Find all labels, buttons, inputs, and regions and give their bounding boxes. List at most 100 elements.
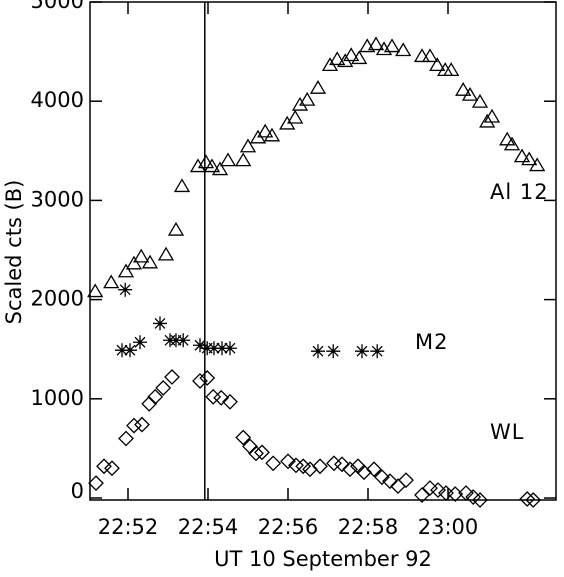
data-point: [503, 136, 521, 151]
series-label: M2: [415, 330, 448, 354]
data-point: [288, 457, 304, 474]
data-point: [126, 417, 142, 434]
data-point: [239, 138, 257, 153]
data-point: [413, 48, 431, 63]
y-tick-label: 5000: [31, 0, 84, 13]
data-point: [421, 48, 439, 63]
data-point: [302, 461, 318, 478]
data-point: [222, 393, 238, 410]
data-point: [370, 344, 385, 359]
data-point: [203, 158, 221, 173]
data-point: [326, 344, 341, 359]
data-point: [374, 469, 390, 486]
data-point: [430, 482, 446, 498]
data-point: [414, 487, 430, 503]
data-point: [343, 47, 360, 62]
data-point: [309, 80, 327, 94]
data-point: [193, 338, 207, 353]
data-point: [133, 248, 150, 263]
data-point: [483, 108, 501, 123]
data-point: [211, 161, 229, 176]
series-label: WL: [490, 420, 524, 444]
data-point: [312, 458, 328, 475]
data-point: [254, 444, 270, 461]
data-point: [265, 455, 282, 472]
data-point: [235, 429, 252, 446]
data-point: [176, 333, 191, 348]
y-tick-label: 3000: [31, 187, 84, 211]
data-point: [123, 343, 137, 358]
data-point: [461, 86, 479, 101]
data-point: [115, 343, 129, 358]
data-point: [366, 461, 382, 478]
data-point: [189, 158, 207, 173]
data-point: [529, 157, 546, 172]
data-point: [263, 127, 281, 142]
data-point: [157, 246, 175, 261]
data-point: [429, 57, 446, 72]
data-point: [118, 282, 133, 297]
data-point: [197, 154, 215, 169]
data-point: [88, 475, 104, 492]
data-point: [472, 492, 488, 508]
y-tick-label: 4000: [31, 88, 84, 112]
data-point: [215, 341, 229, 356]
data-point: [164, 369, 180, 385]
data-point: [334, 456, 350, 473]
data-point: [443, 62, 460, 77]
data-point: [471, 93, 489, 108]
data-point: [167, 221, 185, 236]
data-point: [153, 316, 167, 331]
y-tick-label: 0: [71, 479, 84, 503]
data-point: [280, 453, 296, 470]
data-point: [479, 113, 496, 128]
data-point: [141, 254, 159, 269]
data-point: [390, 478, 406, 495]
data-point: [213, 389, 230, 406]
data-point: [104, 460, 120, 477]
data-point: [525, 492, 542, 508]
data-point: [87, 283, 104, 298]
x-axis-title: UT 10 September 92: [214, 547, 432, 571]
data-point: [291, 96, 309, 111]
data-point: [422, 480, 438, 497]
data-point: [395, 42, 412, 57]
data-point: [351, 50, 368, 65]
data-point: [134, 416, 150, 433]
data-point: [438, 485, 454, 501]
data-point: [141, 395, 158, 412]
x-tick-label: 23:00: [418, 515, 479, 539]
data-point: [299, 91, 316, 106]
data-point: [199, 370, 216, 386]
data-point: [287, 109, 304, 124]
data-point: [257, 123, 274, 138]
x-tick-label: 22:52: [98, 515, 159, 539]
data-point: [356, 464, 372, 481]
data-point: [169, 333, 183, 348]
x-tick-label: 22:58: [338, 515, 399, 539]
data-point: [382, 473, 398, 490]
data-point: [519, 491, 536, 507]
data-point: [367, 36, 385, 51]
y-axis-title: Scaled cts (B): [2, 180, 26, 325]
data-point: [133, 335, 147, 350]
data-point: [118, 430, 134, 447]
data-point: [125, 255, 143, 270]
data-point: [219, 152, 237, 167]
y-tick-label: 2000: [31, 287, 84, 311]
data-point: [342, 461, 358, 478]
data-point: [458, 485, 474, 501]
data-point: [455, 82, 472, 96]
plot-frame: [89, 1, 557, 501]
data-point: [223, 341, 237, 356]
data-point: [521, 151, 538, 166]
data-point: [155, 379, 172, 396]
x-tick-label: 22:56: [258, 515, 319, 539]
data-point: [96, 458, 112, 475]
data-point: [311, 344, 325, 359]
x-tick-label: 22:54: [178, 515, 239, 539]
data-point: [248, 445, 264, 462]
data-point: [173, 178, 191, 193]
data-point: [117, 263, 135, 278]
